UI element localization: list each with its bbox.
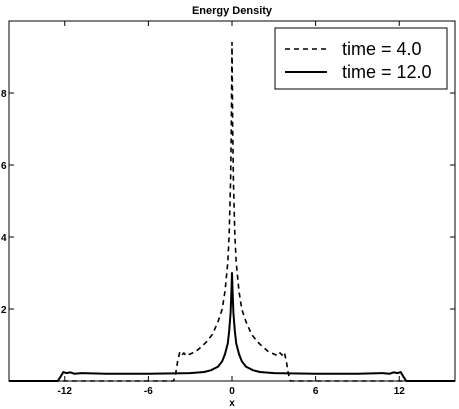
x-tick-label: -12 xyxy=(58,386,73,397)
y-tick-label: 6 xyxy=(1,161,7,172)
y-tick-label: 4 xyxy=(1,233,7,244)
x-axis-label: x xyxy=(229,398,235,409)
legend: time = 4.0 time = 12.0 xyxy=(274,27,448,90)
legend-label-time-4: time = 4.0 xyxy=(342,39,422,59)
series-layer xyxy=(9,41,455,382)
legend-box xyxy=(274,27,448,90)
series-line-time-4 xyxy=(9,41,455,382)
axis-ticks: -12 -6 0 6 12 2 4 6 8 xyxy=(1,21,455,397)
x-tick-label: 0 xyxy=(229,386,235,397)
legend-label-time-12: time = 12.0 xyxy=(342,62,432,82)
y-tick-label: 8 xyxy=(1,89,7,100)
series-line-time-12 xyxy=(9,272,455,382)
y-tick-label: 2 xyxy=(1,305,7,316)
x-tick-label: -6 xyxy=(144,386,153,397)
x-tick-label: 12 xyxy=(394,386,406,397)
x-tick-label: 6 xyxy=(313,386,319,397)
chart-title: Energy Density xyxy=(192,5,273,17)
